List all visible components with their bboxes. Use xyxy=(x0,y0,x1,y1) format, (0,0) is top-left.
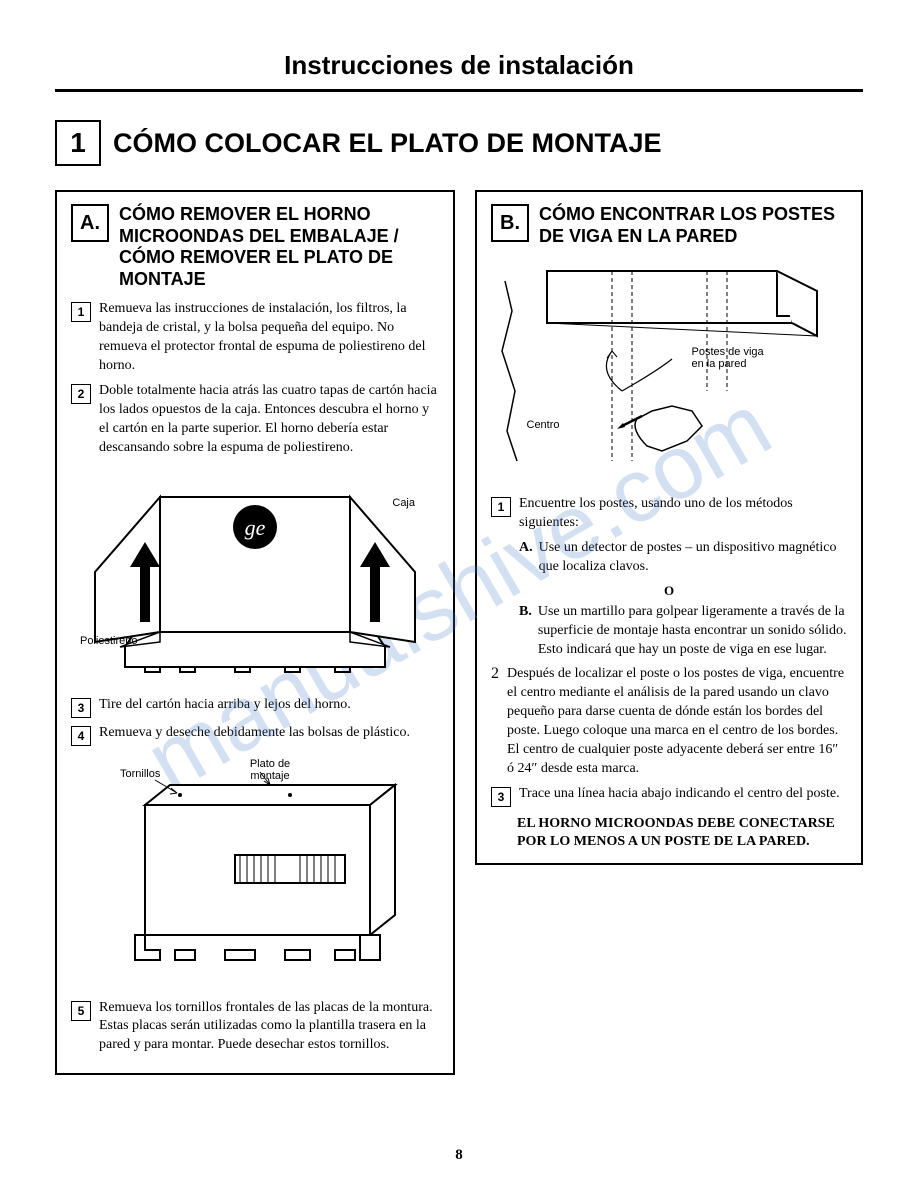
section-b: B. CÓMO ENCONTRAR LOS POSTES DE VIGA EN … xyxy=(475,190,863,865)
step-b1: 1 Encuentre los postes, usando uno de lo… xyxy=(491,495,847,533)
step-number: 3 xyxy=(71,698,91,718)
section-a-letter: A. xyxy=(71,204,109,242)
figure-wall-studs: Postes de viga en la pared Centro xyxy=(497,261,842,481)
step-number: 1 xyxy=(491,497,511,517)
section-a: A. CÓMO REMOVER EL HORNO MICROONDAS DEL … xyxy=(55,190,455,1075)
label-postes: Postes de viga en la pared xyxy=(692,346,772,370)
option-text: Use un detector de postes – un dispositi… xyxy=(539,539,847,577)
step-number: 1 xyxy=(71,302,91,322)
option-letter: B. xyxy=(519,603,532,660)
section-b-letter: B. xyxy=(491,204,529,242)
step-number: 5 xyxy=(71,1001,91,1021)
step-text: Doble totalmente hacia atrás las cuatro … xyxy=(99,382,439,458)
step-text: Trace una línea hacia abajo indicando el… xyxy=(519,785,840,804)
step-text: Tire del cartón hacia arriba y lejos del… xyxy=(99,696,351,715)
step-a2: 2 Doble totalmente hacia atrás las cuatr… xyxy=(71,382,439,458)
step-text: Remueva las instrucciones de instalación… xyxy=(99,300,439,376)
figure-unpack: ge Caja Poliestireno xyxy=(85,472,425,682)
option-text: Use un martillo para golpear ligeramente… xyxy=(538,603,847,660)
main-step-number-box: 1 xyxy=(55,120,101,166)
option-b: B. Use un martillo para golpear ligerame… xyxy=(519,603,847,660)
step-number: 2 xyxy=(71,384,91,404)
step-b2: 2 Después de localizar el poste o los po… xyxy=(491,665,847,778)
step-number: 2 xyxy=(491,665,499,683)
label-tornillos: Tornillos xyxy=(120,768,160,780)
step-text: Encuentre los postes, usando uno de los … xyxy=(519,495,847,533)
figure-mounting-plate: Tornillos Plato de montaje xyxy=(85,760,425,985)
main-title: CÓMO COLOCAR EL PLATO DE MONTAJE xyxy=(113,128,662,159)
option-letter: A. xyxy=(519,539,533,577)
step-a4: 4 Remueva y deseche debidamente las bols… xyxy=(71,724,439,746)
step-text: Remueva y deseche debidamente las bolsas… xyxy=(99,724,410,743)
page-header: Instrucciones de instalación xyxy=(55,50,863,92)
step-a1: 1 Remueva las instrucciones de instalaci… xyxy=(71,300,439,376)
page-number: 8 xyxy=(0,1147,918,1164)
step-a3: 3 Tire del cartón hacia arriba y lejos d… xyxy=(71,696,439,718)
step-a5: 5 Remueva los tornillos frontales de las… xyxy=(71,999,439,1056)
step-text: Remueva los tornillos frontales de las p… xyxy=(99,999,439,1056)
section-b-title: CÓMO ENCONTRAR LOS POSTES DE VIGA EN LA … xyxy=(539,204,847,247)
step-b3: 3 Trace una línea hacia abajo indicando … xyxy=(491,785,847,807)
label-centro: Centro xyxy=(527,419,560,431)
step-number: 3 xyxy=(491,787,511,807)
label-plato-montaje: Plato de montaje xyxy=(240,758,300,782)
main-title-row: 1 CÓMO COLOCAR EL PLATO DE MONTAJE xyxy=(55,120,863,166)
step-number: 4 xyxy=(71,726,91,746)
option-a: A. Use un detector de postes – un dispos… xyxy=(519,539,847,577)
section-a-header: A. CÓMO REMOVER EL HORNO MICROONDAS DEL … xyxy=(71,204,439,290)
label-poliestireno: Poliestireno xyxy=(80,635,137,647)
section-b-header: B. CÓMO ENCONTRAR LOS POSTES DE VIGA EN … xyxy=(491,204,847,247)
bold-note: EL HORNO MICROONDAS DEBE CONECTARSE POR … xyxy=(517,815,847,851)
step-text: Después de localizar el poste o los post… xyxy=(507,665,847,778)
manual-page: manualshive.com Instrucciones de instala… xyxy=(0,0,918,1188)
content-columns: A. CÓMO REMOVER EL HORNO MICROONDAS DEL … xyxy=(55,190,863,1075)
section-a-title: CÓMO REMOVER EL HORNO MICROONDAS DEL EMB… xyxy=(119,204,439,290)
label-caja: Caja xyxy=(392,497,415,509)
svg-text:ge: ge xyxy=(245,515,266,540)
or-divider: O xyxy=(491,583,847,599)
